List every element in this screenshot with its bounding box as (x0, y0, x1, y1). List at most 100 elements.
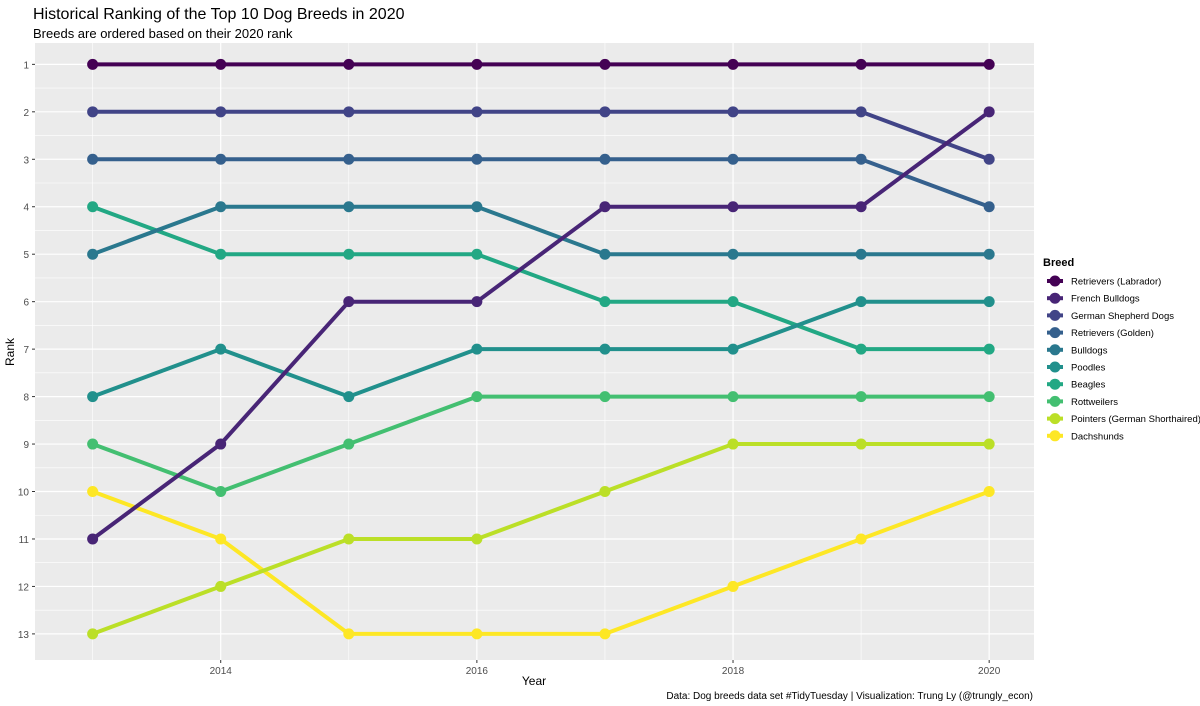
legend-key-point (1049, 378, 1061, 390)
data-point (727, 248, 739, 260)
legend-label: German Shepherd Dogs (1071, 311, 1174, 322)
data-point (343, 153, 355, 165)
data-point (855, 248, 867, 260)
data-point (983, 248, 995, 260)
data-point (727, 343, 739, 355)
y-tick-label: 10 (18, 488, 30, 499)
series-1 (87, 106, 995, 545)
series-line (90, 442, 992, 636)
data-point (599, 486, 611, 498)
data-point (471, 343, 483, 355)
data-point (215, 580, 227, 592)
series-line (90, 204, 992, 257)
data-point (855, 153, 867, 165)
data-point (343, 296, 355, 308)
data-point (87, 628, 99, 640)
legend-label: Dachshunds (1071, 431, 1124, 442)
data-point (215, 106, 227, 118)
chart-subtitle: Breeds are ordered based on their 2020 r… (33, 26, 293, 41)
data-point (855, 201, 867, 213)
data-point (727, 153, 739, 165)
data-point (599, 201, 611, 213)
series-7 (87, 391, 995, 498)
data-point (471, 628, 483, 640)
x-axis: 2014 2016 2018 2020 (210, 660, 1001, 677)
y-axis-title: Rank (3, 337, 17, 366)
series-line (90, 109, 992, 162)
y-tick-label: 13 (18, 630, 30, 641)
data-point (983, 486, 995, 498)
x-axis-title: Year (522, 674, 546, 688)
data-point (343, 58, 355, 70)
data-point (87, 391, 99, 403)
plot-panel (35, 43, 1034, 660)
data-point (87, 201, 99, 213)
x-tick-label: 2020 (978, 666, 1001, 677)
y-tick-label: 4 (23, 203, 29, 214)
data-point (471, 296, 483, 308)
caption: Data: Dog breeds data set #TidyTuesday |… (666, 691, 1033, 702)
data-point (87, 58, 99, 70)
data-point (727, 580, 739, 592)
data-point (855, 343, 867, 355)
series-line (90, 299, 992, 399)
data-point (343, 106, 355, 118)
legend-key-point (1049, 309, 1061, 321)
data-point (215, 58, 227, 70)
series-9 (87, 486, 995, 640)
data-point (471, 106, 483, 118)
legend-item: Rottweilers (1047, 395, 1118, 408)
y-tick-label: 2 (23, 108, 29, 119)
data-point (983, 438, 995, 450)
legend-key-point (1049, 292, 1061, 304)
y-tick-label: 1 (23, 60, 29, 71)
data-point (87, 106, 99, 118)
y-tick-label: 9 (23, 440, 29, 451)
data-point (855, 391, 867, 403)
legend-key-point (1049, 395, 1061, 407)
data-point (215, 486, 227, 498)
legend: Breed Retrievers (Labrador) French Bulldo… (1043, 257, 1200, 442)
data-point (599, 248, 611, 260)
legend-key-point (1049, 327, 1061, 339)
data-point (471, 201, 483, 213)
legend-label: Beagles (1071, 380, 1106, 391)
y-tick-label: 6 (23, 298, 29, 309)
data-point (983, 391, 995, 403)
series-line (90, 489, 992, 636)
y-tick-label: 12 (18, 582, 30, 593)
data-point (343, 533, 355, 545)
data-point (471, 248, 483, 260)
data-point (855, 533, 867, 545)
data-point (87, 533, 99, 545)
series-4 (87, 201, 995, 260)
series-8 (87, 438, 995, 640)
data-point (855, 438, 867, 450)
series-line (90, 109, 992, 541)
data-point (855, 106, 867, 118)
data-point (727, 391, 739, 403)
data-point (599, 153, 611, 165)
data-point (727, 58, 739, 70)
series-line (90, 157, 992, 209)
legend-label: Rottweilers (1071, 397, 1118, 408)
data-point (87, 248, 99, 260)
data-point (343, 391, 355, 403)
legend-label: Retrievers (Golden) (1071, 328, 1154, 339)
data-point (343, 628, 355, 640)
data-point (599, 58, 611, 70)
data-point (215, 201, 227, 213)
legend-key-point (1049, 413, 1061, 425)
data-point (343, 438, 355, 450)
legend-item: Beagles (1047, 378, 1106, 391)
legend-key-point (1049, 430, 1061, 442)
data-point (727, 106, 739, 118)
y-tick-label: 3 (23, 155, 29, 166)
legend-item: French Bulldogs (1047, 292, 1140, 305)
data-point (983, 296, 995, 308)
series-line (90, 204, 992, 352)
data-point (215, 533, 227, 545)
y-tick-label: 7 (23, 345, 29, 356)
